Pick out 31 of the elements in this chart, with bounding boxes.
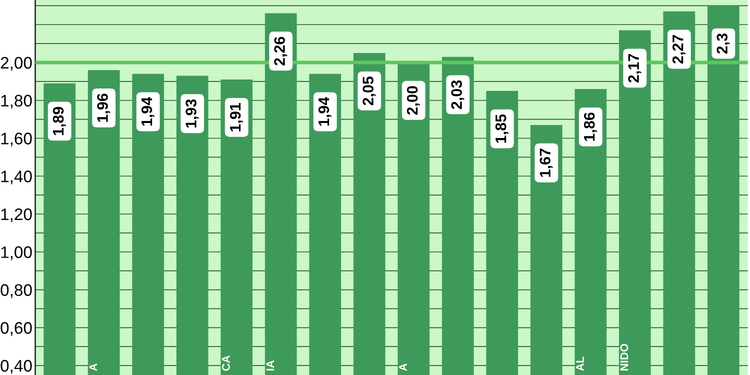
x-tick-label: A [399, 363, 407, 371]
data-label: 1,94 [318, 96, 332, 126]
y-tick-label: 0,40 [0, 360, 32, 374]
data-label: 2,26 [274, 36, 288, 66]
data-label: 1,91 [230, 102, 243, 132]
x-tick-label: AL [576, 356, 584, 371]
y-tick-label: 1,80 [1, 94, 32, 109]
data-label: 1,67 [540, 148, 553, 177]
x-tick-label: IA [266, 360, 274, 370]
y-tick-label: 2,00 [0, 56, 32, 71]
data-label: 2,00 [406, 86, 420, 115]
data-label: 2,05 [362, 76, 376, 106]
x-tick-label: NIDO [620, 344, 628, 370]
y-tick-label: 1,20 [1, 208, 32, 222]
x-tick-label: CA [222, 355, 230, 371]
data-label: 2,17 [628, 54, 642, 83]
data-label: 1,93 [186, 99, 199, 128]
data-label: 1,86 [584, 112, 597, 141]
y-tick-label: 1,40 [1, 170, 32, 184]
y-tick-label: 1,00 [1, 246, 32, 260]
data-label: 1,96 [97, 94, 110, 122]
data-label: 1,85 [495, 114, 508, 143]
data-label: 1,94 [141, 96, 154, 126]
data-label: 2,3 [716, 33, 730, 54]
y-tick-label: 1,60 [1, 132, 32, 146]
y-tick-label: 0,80 [0, 284, 32, 298]
data-label: 2,03 [451, 80, 464, 110]
data-label: 1,89 [52, 106, 66, 136]
y-tick-label: 0,60 [0, 322, 32, 336]
x-tick-label: A [89, 363, 97, 371]
data-label: 2,27 [672, 35, 686, 64]
